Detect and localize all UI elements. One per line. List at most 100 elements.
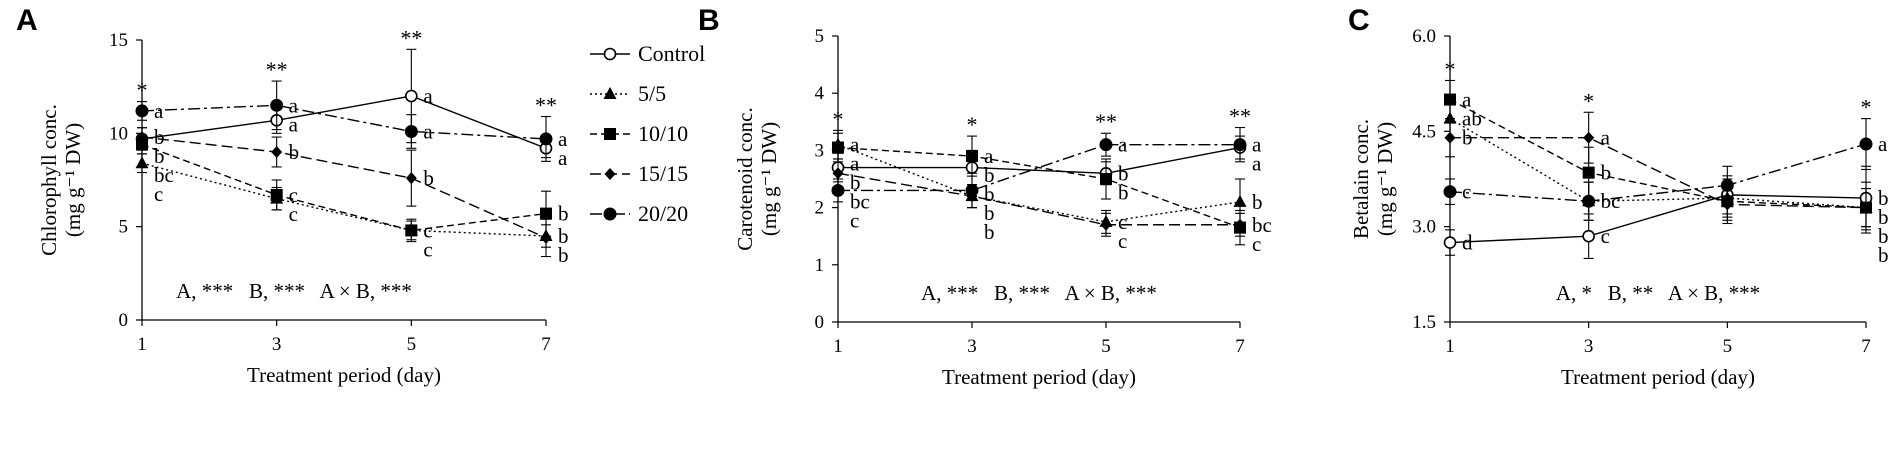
- data-point: [404, 124, 418, 138]
- series-line: [141, 143, 547, 232]
- legend-label: 15/15: [638, 161, 688, 186]
- data-point: [270, 98, 284, 112]
- panel-label: C: [1348, 4, 1370, 37]
- x-tick-label: 1: [137, 334, 147, 355]
- significance-letter: b: [1118, 161, 1129, 185]
- data-point: [270, 188, 283, 201]
- significance-letter: b: [558, 243, 569, 267]
- significance-letter: c: [1252, 232, 1261, 256]
- significance-letter: a: [289, 112, 299, 136]
- data-point: [271, 146, 283, 158]
- x-axis-label: Treatment period (day): [942, 365, 1136, 389]
- x-tick-label: 7: [1861, 336, 1871, 357]
- legend-entry-control: Control: [590, 41, 705, 66]
- y-tick-label: 0: [815, 312, 825, 333]
- series-5-5: [135, 153, 553, 248]
- significance-letter: a: [423, 84, 433, 108]
- significance-letter: c: [423, 237, 432, 261]
- significance-letter: b: [1878, 243, 1889, 267]
- y-tick-label: 3: [815, 140, 825, 161]
- significance-letter: a: [1878, 132, 1888, 156]
- x-tick-label: 7: [1235, 336, 1245, 357]
- legend-label: 5/5: [638, 81, 666, 106]
- y-tick-label: 0: [119, 310, 129, 331]
- y-axis-unit: (mg g⁻¹ DW): [61, 123, 85, 237]
- series-20-20: [135, 80, 553, 162]
- legend-label: Control: [638, 41, 705, 66]
- data-point: [405, 172, 417, 185]
- y-tick-label: 5: [815, 26, 825, 47]
- data-point: [1582, 194, 1596, 208]
- data-point: [405, 224, 418, 237]
- significance-stars: *: [1861, 95, 1872, 120]
- legend-entry-15-15: 15/15: [590, 161, 688, 186]
- significance-letter: c: [850, 209, 859, 233]
- significance-letter: b: [850, 171, 861, 195]
- data-point: [831, 183, 845, 197]
- significance-letter: bc: [1601, 189, 1621, 213]
- series-5-5: [831, 129, 1247, 234]
- significance-letter: c: [154, 182, 163, 206]
- significance-stars: *: [1445, 56, 1456, 81]
- significance-letter: b: [1601, 161, 1612, 185]
- significance-letter: bc: [154, 163, 174, 187]
- significance-letter: b: [984, 220, 995, 244]
- x-tick-label: 3: [967, 336, 977, 357]
- x-tick-label: 1: [833, 336, 843, 357]
- data-point: [965, 183, 979, 197]
- series-control: [135, 48, 553, 159]
- series-line: [1450, 136, 1867, 209]
- significance-letter: a: [289, 93, 299, 117]
- legend-marker: [603, 207, 617, 221]
- significance-letter: ab: [1462, 107, 1482, 131]
- x-tick-label: 1: [1445, 336, 1455, 357]
- significance-letter: c: [289, 183, 298, 207]
- significance-letter: a: [1252, 152, 1262, 176]
- series-10-10: [1444, 79, 1872, 228]
- significance-stars: *: [833, 106, 844, 131]
- data-point: [1233, 138, 1247, 152]
- legend-marker: [604, 168, 616, 180]
- panel-label: A: [16, 4, 38, 37]
- significance-letter: c: [423, 218, 432, 242]
- significance-letter: c: [1118, 229, 1127, 253]
- x-tick-label: 7: [541, 334, 551, 355]
- data-point: [966, 150, 978, 163]
- legend-label: 10/10: [638, 121, 688, 146]
- significance-letter: c: [289, 202, 298, 226]
- significance-letter: a: [1462, 88, 1472, 112]
- x-axis-label: Treatment period (day): [247, 363, 441, 387]
- x-tick-label: 3: [1584, 336, 1594, 357]
- significance-letter: a: [984, 144, 994, 168]
- series-line: [1449, 194, 1867, 244]
- legend-entry-20-20: 20/20: [590, 201, 688, 226]
- panel-a: A 0 5 10 15 1 3 5 7 Treatment period (day) Chlorop…: [16, 4, 569, 387]
- x-tick-label: 5: [1723, 336, 1733, 357]
- x-tick-label: 5: [407, 334, 417, 355]
- legend-entry-5-5: 5/5: [590, 81, 666, 106]
- data-point: [1100, 218, 1112, 231]
- series-15-15: [1444, 111, 1872, 228]
- data-point: [1233, 194, 1247, 207]
- significance-letter: b: [423, 166, 434, 190]
- series-control: [831, 135, 1247, 186]
- significance-stars: **: [400, 25, 422, 50]
- significance-letter: b: [984, 163, 995, 187]
- significance-letter: a: [1118, 133, 1128, 157]
- significance-letter: a: [850, 133, 860, 157]
- series-line: [837, 144, 1241, 223]
- y-tick-label: 5: [119, 217, 129, 238]
- significance-letter: a: [1252, 133, 1262, 157]
- legend-label: 20/20: [638, 201, 688, 226]
- y-axis-label: Carotenoid conc.: [733, 107, 757, 250]
- significance-stars: *: [967, 112, 978, 137]
- significance-letter: b: [1878, 224, 1889, 248]
- significance-letter: b: [1118, 180, 1129, 204]
- series-line: [837, 172, 1240, 226]
- data-point: [539, 132, 553, 146]
- y-tick-label: 3.0: [1412, 217, 1436, 238]
- data-point: [1583, 131, 1595, 144]
- significance-stars: **: [1095, 109, 1117, 134]
- legend-marker: [603, 47, 617, 61]
